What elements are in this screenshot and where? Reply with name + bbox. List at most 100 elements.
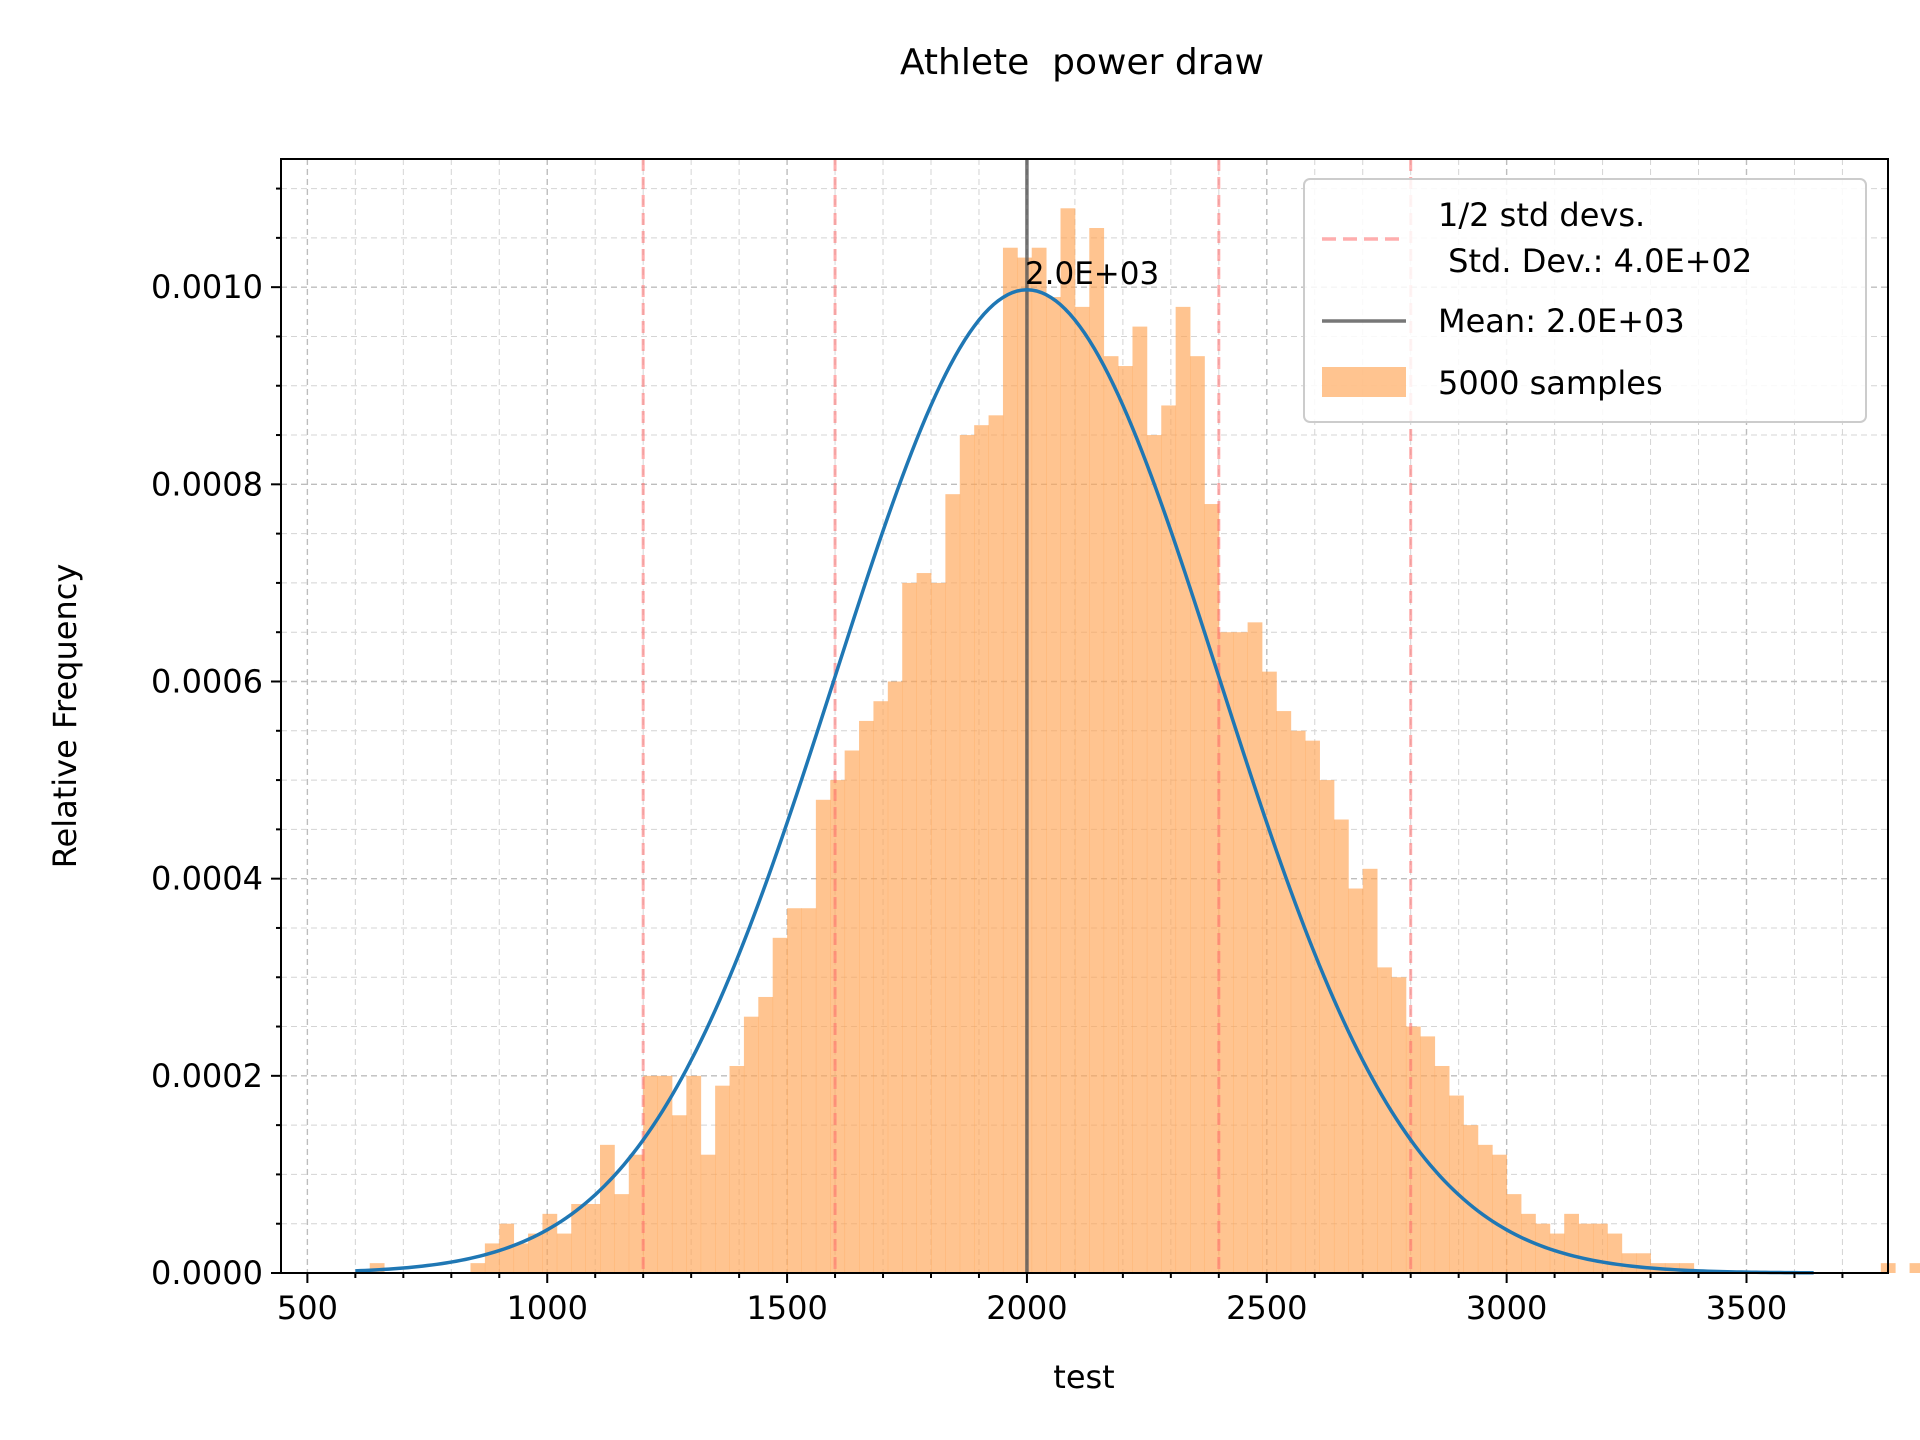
histogram-bar — [643, 1075, 658, 1273]
histogram-bar — [1348, 888, 1364, 1273]
histogram-bar — [1333, 819, 1349, 1273]
histogram-bar — [1089, 228, 1105, 1274]
x-tick-label: 3000 — [1466, 1289, 1547, 1327]
histogram-bar — [1190, 356, 1205, 1273]
histogram-bar — [556, 1233, 572, 1273]
legend-std-label-line1: 1/2 std devs. — [1438, 196, 1645, 234]
y-tick-label: 0.0006 — [151, 662, 263, 700]
histogram-bar — [1607, 1233, 1623, 1273]
histogram-bar — [988, 415, 1004, 1273]
y-tick-label: 0.0002 — [151, 1057, 263, 1095]
histogram-bar — [700, 1154, 716, 1273]
y-tick-label: 0.0004 — [151, 860, 263, 898]
normal-fit-curve — [355, 288, 1814, 1275]
histogram-bar — [1434, 1065, 1450, 1273]
histogram-bar — [628, 1154, 644, 1273]
y-axis-ticks: 0.0000 0.0002 0.0004 0.0006 0.0008 0.0010 — [151, 187, 281, 1292]
histogram-bar — [1017, 257, 1033, 1273]
x-tick-label: 500 — [277, 1289, 338, 1327]
x-axis-label: test — [1053, 1358, 1114, 1396]
histogram-bar — [1247, 622, 1263, 1273]
histogram-bar — [844, 750, 860, 1273]
histogram-bar — [513, 1243, 529, 1273]
histogram-bar — [859, 720, 874, 1273]
histogram-bar — [1420, 1036, 1436, 1273]
histogram-bar — [1046, 297, 1061, 1273]
histogram-bar — [1261, 671, 1277, 1273]
histogram-bar — [1564, 1213, 1579, 1273]
histogram-bar — [758, 996, 774, 1273]
histogram-bar — [1319, 780, 1335, 1273]
histogram-bar — [945, 494, 961, 1273]
x-axis-ticks: 500 1000 1500 2000 2500 3000 3500 — [277, 1273, 1844, 1327]
histogram-bar — [542, 1213, 558, 1273]
legend: 1/2 std devs. Std. Dev.: 4.0E+02 Mean: 2… — [1303, 178, 1867, 423]
histogram-bar — [528, 1233, 543, 1273]
mean-annotation: 2.0E+03 — [1025, 256, 1159, 292]
legend-box — [1303, 178, 1867, 423]
histogram-bar — [600, 1144, 615, 1273]
histogram-bar — [1031, 247, 1047, 1273]
histogram-bar — [1477, 1144, 1493, 1273]
x-tick-label: 1500 — [746, 1289, 827, 1327]
histogram-bar — [470, 1263, 486, 1273]
histogram-bar — [1305, 740, 1320, 1273]
histogram-bar — [959, 435, 975, 1273]
histogram-bar — [1002, 247, 1018, 1273]
histogram-bar — [729, 1065, 745, 1273]
histogram-bar — [902, 582, 918, 1273]
histogram-bar — [787, 908, 802, 1273]
histogram-bar — [1636, 1253, 1651, 1273]
legend-mean-label: Mean: 2.0E+03 — [1438, 302, 1685, 340]
y-tick-label: 0.0000 — [151, 1254, 263, 1292]
reference-lines — [641, 159, 1413, 1273]
histogram-bar — [1549, 1233, 1565, 1273]
plot-frame — [280, 158, 1889, 1274]
histogram-bar — [1449, 1095, 1464, 1273]
histogram-bar — [715, 1085, 730, 1273]
histogram-bar — [1132, 326, 1148, 1274]
y-tick-label: 0.0008 — [151, 465, 263, 503]
histogram-bar — [930, 582, 946, 1273]
histogram-bar — [1290, 730, 1306, 1273]
histogram-bar — [1909, 1263, 1920, 1273]
histogram-bar — [1175, 306, 1191, 1273]
histogram-bar — [1118, 366, 1133, 1273]
legend-samples-label: 5000 samples — [1438, 364, 1663, 402]
histogram-bar — [614, 1194, 630, 1273]
histogram-bar — [801, 908, 817, 1273]
legend-samples-swatch — [1322, 367, 1406, 397]
histogram-bar — [657, 1075, 673, 1273]
chart-title: Athlete power draw — [900, 42, 1264, 83]
histogram-bar — [772, 937, 788, 1273]
histogram-bar — [1679, 1263, 1695, 1273]
x-tick-label: 3500 — [1706, 1289, 1787, 1327]
x-tick-label: 1000 — [507, 1289, 588, 1327]
y-axis-label: Relative Frequency — [46, 564, 84, 869]
histogram-bar — [1074, 306, 1090, 1273]
histogram-bar — [585, 1203, 601, 1273]
histogram-bar — [1233, 632, 1248, 1273]
histogram-bar — [671, 1115, 687, 1273]
histogram-bar — [1578, 1223, 1594, 1273]
histogram-bar — [1146, 435, 1162, 1273]
y-tick-label: 0.0010 — [151, 268, 263, 306]
histogram-bar — [1218, 632, 1234, 1273]
x-tick-label: 2000 — [986, 1289, 1067, 1327]
histogram-bar — [1060, 208, 1076, 1274]
x-tick-label: 2500 — [1226, 1289, 1307, 1327]
histogram-bar — [815, 799, 831, 1273]
histogram-bar — [1521, 1213, 1536, 1273]
histogram-bar — [887, 681, 903, 1273]
histogram-bar — [484, 1243, 500, 1273]
histogram-bar — [916, 573, 932, 1273]
histogram-bar — [571, 1203, 587, 1273]
histogram-bar — [1204, 504, 1220, 1273]
histogram-bar — [743, 1016, 759, 1273]
histogram-bar — [974, 425, 989, 1273]
histogram-bar — [1492, 1154, 1508, 1273]
histogram-bar — [686, 1075, 702, 1273]
histogram-bar — [1276, 711, 1292, 1273]
histogram-bar — [873, 701, 889, 1273]
